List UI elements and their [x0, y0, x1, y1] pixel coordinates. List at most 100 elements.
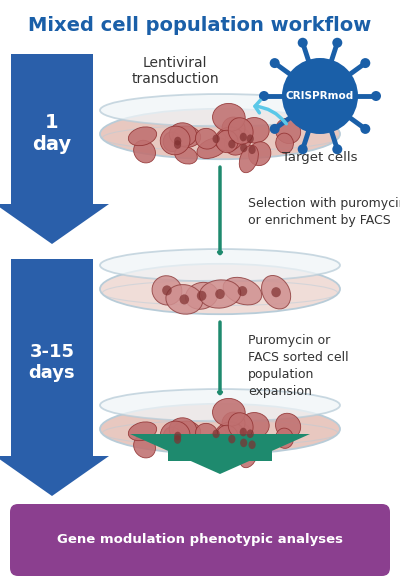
- Ellipse shape: [212, 429, 220, 438]
- Ellipse shape: [276, 133, 294, 154]
- Ellipse shape: [215, 289, 225, 299]
- Ellipse shape: [276, 119, 301, 144]
- Ellipse shape: [332, 144, 342, 154]
- Ellipse shape: [169, 418, 197, 442]
- Ellipse shape: [224, 423, 251, 450]
- Ellipse shape: [332, 38, 342, 48]
- Ellipse shape: [282, 58, 358, 134]
- Polygon shape: [0, 204, 109, 244]
- Ellipse shape: [134, 140, 156, 163]
- Ellipse shape: [228, 435, 236, 443]
- Bar: [168, 436, 272, 461]
- Ellipse shape: [100, 264, 340, 314]
- Ellipse shape: [276, 413, 301, 439]
- Ellipse shape: [248, 437, 271, 461]
- Ellipse shape: [212, 134, 220, 143]
- Ellipse shape: [240, 427, 247, 436]
- Ellipse shape: [259, 91, 269, 101]
- Ellipse shape: [228, 140, 236, 148]
- Ellipse shape: [174, 435, 181, 444]
- Bar: [11, 54, 93, 204]
- Ellipse shape: [224, 128, 251, 155]
- Text: CRISPRmod: CRISPRmod: [286, 91, 354, 101]
- Ellipse shape: [212, 398, 245, 426]
- Ellipse shape: [276, 428, 294, 449]
- Polygon shape: [0, 456, 109, 496]
- Ellipse shape: [175, 442, 197, 459]
- Ellipse shape: [270, 124, 280, 134]
- Ellipse shape: [162, 286, 172, 296]
- Polygon shape: [130, 434, 310, 474]
- Ellipse shape: [174, 432, 181, 440]
- Text: 3-15
days: 3-15 days: [29, 343, 75, 382]
- Ellipse shape: [223, 277, 262, 305]
- Ellipse shape: [195, 423, 218, 444]
- Ellipse shape: [360, 124, 370, 134]
- Bar: [11, 259, 93, 456]
- Ellipse shape: [100, 249, 340, 281]
- Ellipse shape: [360, 58, 370, 68]
- Ellipse shape: [100, 389, 340, 422]
- Text: 1
day: 1 day: [32, 113, 72, 155]
- Ellipse shape: [163, 427, 181, 447]
- Ellipse shape: [248, 145, 256, 154]
- Ellipse shape: [100, 404, 340, 454]
- Ellipse shape: [271, 287, 281, 297]
- Text: Gene modulation phenotypic analyses: Gene modulation phenotypic analyses: [57, 534, 343, 547]
- Text: Selection with puromycin
or enrichment by FACS: Selection with puromycin or enrichment b…: [248, 197, 400, 227]
- Ellipse shape: [163, 132, 181, 151]
- Ellipse shape: [298, 144, 308, 154]
- Ellipse shape: [248, 142, 271, 166]
- Ellipse shape: [128, 422, 157, 441]
- Ellipse shape: [152, 276, 182, 305]
- Ellipse shape: [212, 103, 245, 131]
- FancyBboxPatch shape: [10, 504, 390, 576]
- Ellipse shape: [240, 439, 247, 447]
- Text: Puromycin or
FACS sorted cell
population
expansion: Puromycin or FACS sorted cell population…: [248, 334, 349, 398]
- Ellipse shape: [128, 127, 157, 145]
- Ellipse shape: [238, 286, 247, 296]
- Ellipse shape: [222, 412, 245, 435]
- Ellipse shape: [215, 422, 243, 446]
- Ellipse shape: [174, 140, 181, 149]
- Ellipse shape: [173, 421, 201, 442]
- Ellipse shape: [240, 117, 269, 143]
- Ellipse shape: [195, 128, 218, 149]
- Ellipse shape: [100, 109, 340, 159]
- Text: Lentiviral
transduction: Lentiviral transduction: [131, 56, 219, 86]
- Ellipse shape: [173, 126, 201, 147]
- Ellipse shape: [216, 425, 238, 448]
- Ellipse shape: [160, 421, 190, 450]
- Ellipse shape: [160, 126, 190, 155]
- Text: Target cells: Target cells: [282, 151, 358, 165]
- Ellipse shape: [175, 147, 197, 164]
- Ellipse shape: [100, 94, 340, 127]
- Ellipse shape: [262, 276, 291, 309]
- Ellipse shape: [248, 440, 256, 449]
- Ellipse shape: [228, 118, 253, 144]
- Ellipse shape: [216, 130, 238, 152]
- Ellipse shape: [197, 138, 228, 158]
- Ellipse shape: [240, 144, 247, 152]
- Ellipse shape: [239, 145, 258, 173]
- Ellipse shape: [371, 91, 381, 101]
- Ellipse shape: [169, 123, 197, 146]
- Ellipse shape: [239, 440, 258, 468]
- Ellipse shape: [180, 294, 189, 304]
- Ellipse shape: [247, 134, 254, 143]
- Ellipse shape: [222, 117, 245, 140]
- Ellipse shape: [240, 412, 269, 438]
- Ellipse shape: [186, 282, 218, 310]
- Ellipse shape: [166, 284, 203, 314]
- Ellipse shape: [197, 291, 206, 301]
- Ellipse shape: [174, 137, 181, 145]
- Ellipse shape: [298, 38, 308, 48]
- Ellipse shape: [228, 413, 253, 439]
- Ellipse shape: [197, 433, 228, 454]
- Ellipse shape: [199, 280, 241, 308]
- Ellipse shape: [270, 58, 280, 68]
- Ellipse shape: [240, 133, 247, 141]
- Ellipse shape: [134, 435, 156, 458]
- Ellipse shape: [215, 127, 243, 151]
- Text: Mixed cell population workflow: Mixed cell population workflow: [28, 16, 372, 35]
